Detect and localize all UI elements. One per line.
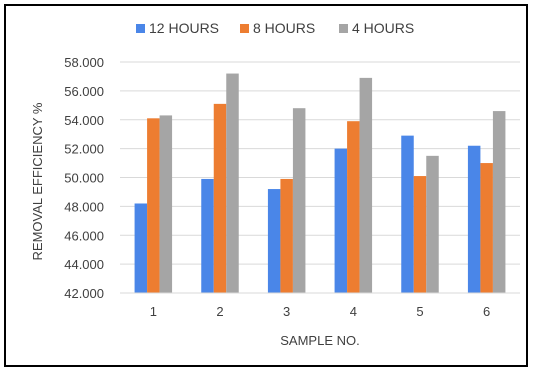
bar-4-hours-sample-1 — [159, 115, 173, 293]
y-tick-label: 46.000 — [64, 228, 104, 243]
y-tick-label: 58.000 — [64, 55, 104, 70]
legend: 12 HOURS 8 HOURS 4 HOURS — [136, 20, 414, 36]
y-axis-ticks: 42.000 44.000 46.000 48.000 50.000 52.000 54.0… — [64, 55, 104, 301]
bar-4-hours-sample-4 — [359, 77, 373, 293]
bar-8-hours-sample-5 — [413, 176, 427, 293]
legend-item-12-hours: 12 HOURS — [136, 20, 219, 36]
bar-12-hours-sample-1 — [134, 203, 148, 293]
legend-swatch — [339, 24, 348, 33]
y-tick-label: 44.000 — [64, 257, 104, 272]
y-axis-title: REMOVAL EFFICIENCY % — [30, 102, 45, 260]
bar-8-hours-sample-1 — [147, 118, 160, 294]
x-tick-label: 4 — [350, 304, 357, 319]
x-tick-label: 6 — [483, 304, 490, 319]
x-axis-title: SAMPLE NO. — [280, 333, 359, 348]
bar-4-hours-sample-3 — [292, 108, 306, 293]
legend-label: 8 HOURS — [253, 20, 315, 36]
bar-12-hours-sample-5 — [401, 135, 414, 293]
legend-swatch — [136, 24, 145, 33]
bar-12-hours-sample-2 — [201, 178, 214, 293]
x-tick-label: 2 — [216, 304, 223, 319]
y-tick-label: 56.000 — [64, 84, 104, 99]
gridlines — [120, 61, 520, 265]
y-tick-label: 52.000 — [64, 142, 104, 157]
bar-8-hours-sample-2 — [213, 103, 227, 294]
bar-12-hours-sample-3 — [267, 189, 281, 293]
bar-12-hours-sample-4 — [334, 148, 348, 293]
y-tick-label: 48.000 — [64, 199, 104, 214]
bar-4-hours-sample-6 — [492, 111, 506, 294]
legend-label: 12 HOURS — [149, 20, 219, 36]
legend-item-4-hours: 4 HOURS — [339, 20, 414, 36]
bar-12-hours-sample-6 — [467, 145, 481, 293]
y-tick-label: 42.000 — [64, 286, 104, 301]
bar-8-hours-sample-6 — [480, 163, 493, 293]
bar-4-hours-sample-5 — [426, 155, 439, 293]
y-tick-label: 50.000 — [64, 171, 104, 186]
legend-item-8-hours: 8 HOURS — [240, 20, 315, 36]
x-tick-label: 5 — [416, 304, 423, 319]
chart-frame — [4, 4, 528, 367]
x-axis-ticks: 1 2 3 4 5 6 — [150, 304, 491, 319]
legend-label: 4 HOURS — [352, 20, 414, 36]
bars — [134, 73, 506, 294]
bar-4-hours-sample-2 — [226, 73, 239, 293]
x-tick-label: 1 — [150, 304, 157, 319]
y-tick-label: 54.000 — [64, 113, 104, 128]
bar-8-hours-sample-3 — [280, 178, 293, 293]
bar-8-hours-sample-4 — [347, 121, 360, 293]
legend-swatch — [240, 24, 249, 33]
x-tick-label: 3 — [283, 304, 290, 319]
